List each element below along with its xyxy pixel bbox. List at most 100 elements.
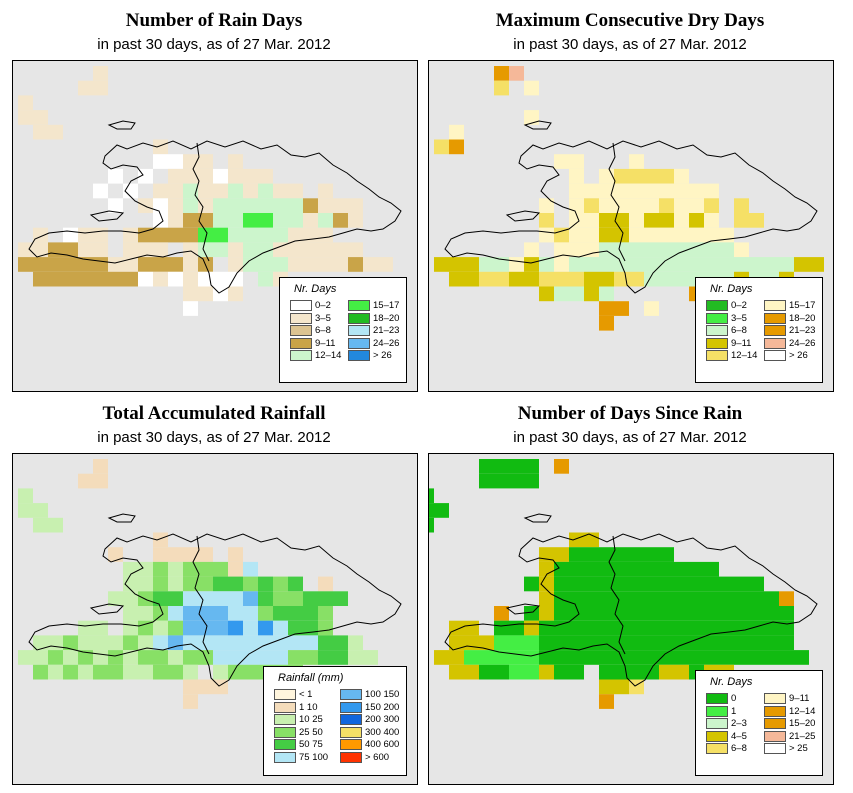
grid-cell xyxy=(449,124,464,140)
grid-cell xyxy=(764,606,779,621)
grid-cell xyxy=(123,635,138,651)
grid-cell xyxy=(629,198,644,213)
grid-cell xyxy=(599,679,614,695)
grid-cell xyxy=(554,606,569,621)
grid-cell xyxy=(614,620,629,636)
grid-cell xyxy=(228,591,243,606)
grid-cell xyxy=(674,620,689,636)
grid-cell xyxy=(629,154,644,169)
grid-cell xyxy=(584,242,599,258)
grid-cell xyxy=(183,620,198,636)
grid-cell xyxy=(689,635,704,651)
grid-cell xyxy=(674,576,689,592)
grid-cell xyxy=(168,620,183,636)
grid-cell xyxy=(659,620,674,636)
grid-cell xyxy=(273,576,288,592)
legend-item: 21–23 xyxy=(764,325,815,336)
grid-cell xyxy=(569,576,584,592)
grid-cell xyxy=(659,198,674,213)
legend-swatch xyxy=(348,350,370,361)
grid-cell xyxy=(539,271,554,287)
grid-cell xyxy=(659,242,674,258)
grid-cell xyxy=(494,620,509,636)
grid-cell xyxy=(644,547,659,562)
grid-cell xyxy=(509,459,524,474)
grid-cell xyxy=(258,183,273,199)
tortuga-outline xyxy=(107,513,136,523)
legend-item: 18–20 xyxy=(348,312,399,324)
legend-swatch xyxy=(290,300,312,311)
legend-item: 6–8 xyxy=(706,325,747,336)
grid-cell xyxy=(153,576,168,592)
grid-cell xyxy=(554,286,569,302)
grid-cell xyxy=(168,271,183,287)
legend-swatch xyxy=(290,325,312,336)
legend-title: Rainfall (mm) xyxy=(278,672,344,684)
grid-cell xyxy=(749,591,764,606)
grid-cell xyxy=(228,561,243,577)
grid-cell xyxy=(599,620,614,636)
grid-cell xyxy=(348,257,363,272)
grid-cell xyxy=(509,271,524,287)
grid-cell xyxy=(629,271,644,287)
grid-cell xyxy=(258,213,273,228)
grid-cell xyxy=(243,213,258,228)
grid-cell xyxy=(689,650,704,665)
grid-cell xyxy=(198,606,213,621)
grid-cell xyxy=(659,650,674,665)
grid-cell xyxy=(569,635,584,651)
grid-cell xyxy=(303,650,318,665)
grid-cell xyxy=(138,650,153,665)
map-svg xyxy=(429,459,818,709)
grid-cell xyxy=(78,650,93,665)
map-frame: Nr. Days 0–2 3–5 6–8 9–11 12–14 15–17 18–20 21–2… xyxy=(428,60,834,392)
grid-cell xyxy=(629,576,644,592)
grid-cell xyxy=(689,183,704,199)
legend-swatch xyxy=(764,300,786,311)
tortuga-outline xyxy=(523,513,552,523)
legend-swatch xyxy=(706,300,728,311)
grid-cell xyxy=(318,650,333,665)
grid-cell xyxy=(644,198,659,213)
grid-cell xyxy=(33,242,48,258)
grid-cell xyxy=(539,198,554,213)
grid-cell xyxy=(629,213,644,228)
grid-cell xyxy=(93,271,108,287)
grid-cell xyxy=(794,257,809,272)
grid-cell xyxy=(168,154,183,169)
map-svg xyxy=(18,66,402,316)
grid-cell xyxy=(584,635,599,651)
grid-cell xyxy=(704,591,719,606)
grid-cell xyxy=(749,620,764,636)
grid-cell xyxy=(258,227,273,243)
grid-cell xyxy=(153,198,168,213)
grid-cell xyxy=(449,620,464,636)
grid-cell xyxy=(258,168,273,184)
grid-cell xyxy=(659,227,674,243)
grid-cell xyxy=(584,532,599,548)
grid-cell xyxy=(734,591,749,606)
grid-cell xyxy=(198,576,213,592)
grid-cell xyxy=(168,664,183,680)
grid-cell xyxy=(63,635,78,651)
grid-cell xyxy=(243,561,258,577)
grid-cell xyxy=(719,650,734,665)
legend-label: 9–11 xyxy=(789,693,810,704)
grid-cell xyxy=(569,650,584,665)
grid-cell xyxy=(288,198,303,213)
grid-cell xyxy=(168,635,183,651)
legend-item: 15–20 xyxy=(764,718,815,729)
grid-cell xyxy=(168,257,183,272)
legend-swatch xyxy=(764,350,786,361)
grid-cell xyxy=(509,620,524,636)
grid-cell xyxy=(434,503,449,518)
grid-cell xyxy=(318,213,333,228)
panel-subtitle: in past 30 days, as of 27 Mar. 2012 xyxy=(513,36,747,53)
grid-cell xyxy=(584,183,599,199)
grid-cell xyxy=(153,532,168,548)
legend-label: 15–17 xyxy=(789,300,816,311)
grid-cell xyxy=(213,242,228,258)
grid-cell xyxy=(303,257,318,272)
grid-cell xyxy=(479,650,494,665)
